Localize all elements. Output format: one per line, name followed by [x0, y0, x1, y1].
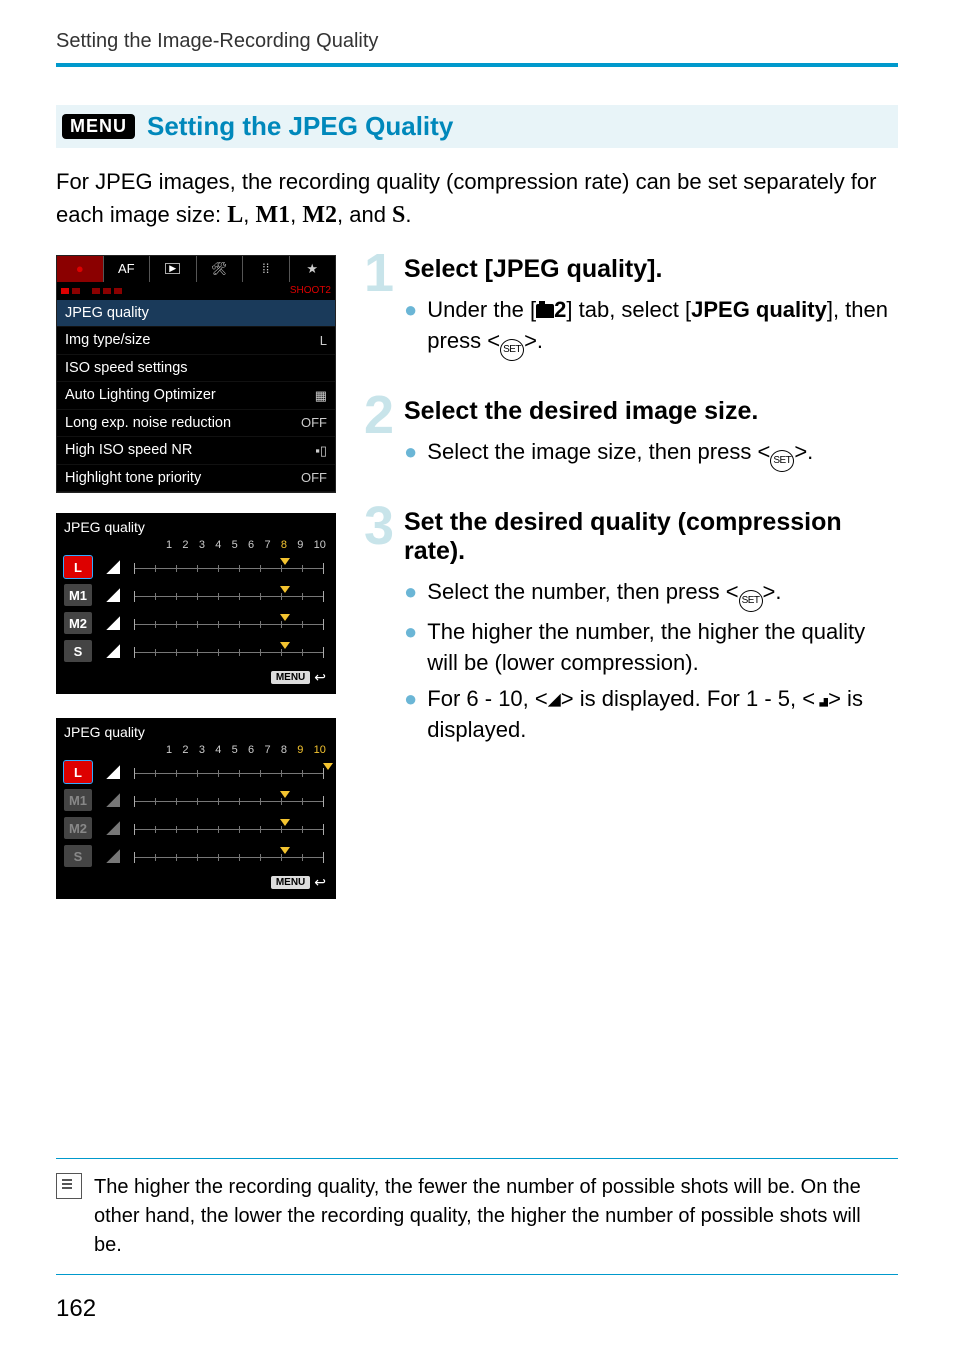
- jq-slider: [134, 560, 328, 574]
- page-header: Setting the Image-Recording Quality: [56, 30, 898, 53]
- size-M2: M2: [302, 202, 337, 228]
- step: 2 Select the desired image size. ●Select…: [364, 397, 898, 476]
- jq-slider: [134, 644, 328, 658]
- jq-title-2: JPEG quality: [56, 718, 336, 744]
- camera-tabs: ● AF ▶ 🛠 ⁞⁞ ★: [57, 256, 335, 282]
- jq-quality-row: M2: [56, 814, 336, 842]
- bullet-icon: ●: [404, 683, 417, 745]
- cam-menu-row: JPEG quality: [57, 300, 335, 328]
- step-item-text: The higher the number, the higher the qu…: [427, 616, 898, 678]
- intro-text: For JPEG images, the recording quality (…: [56, 166, 898, 233]
- jq-size-label: S: [64, 640, 92, 662]
- step-item-text: For 6 - 10, <> is displayed. For 1 - 5, …: [427, 683, 898, 745]
- cam-menu-row: Img type/sizeL: [57, 327, 335, 355]
- jq-slider: [134, 765, 328, 779]
- jq-scale-2: 12345678910: [56, 744, 336, 756]
- quality-icon: [106, 765, 120, 779]
- camera-menu-screenshot: ● AF ▶ 🛠 ⁞⁞ ★ SHOOT2 JPEG qualityImg typ…: [56, 255, 336, 494]
- tab-af: AF: [104, 256, 151, 282]
- step-item-text: Select the number, then press <SET>.: [427, 576, 898, 612]
- intro-pre: For JPEG images, the recording quality (…: [56, 169, 876, 227]
- step-list: ●Select the number, then press <SET>.●Th…: [404, 576, 898, 745]
- cam-menu-row: High ISO speed NR▪▯: [57, 437, 335, 465]
- quality-icon: [106, 821, 120, 835]
- jq-quality-row: M2: [56, 609, 336, 637]
- jq-size-label: M2: [64, 612, 92, 634]
- jq-slider: [134, 849, 328, 863]
- step: 1 Select [JPEG quality]. ●Under the [2] …: [364, 255, 898, 365]
- jpeg-quality-panel-2: JPEG quality 12345678910 L M1 M2: [56, 718, 336, 899]
- jq-menu-back-1: MENU ↩: [56, 665, 336, 688]
- cam-menu-row: Auto Lighting Optimizer▦: [57, 382, 335, 410]
- jq-quality-row: L: [56, 553, 336, 581]
- left-column: ● AF ▶ 🛠 ⁞⁞ ★ SHOOT2 JPEG qualityImg typ…: [56, 255, 336, 924]
- bullet-icon: ●: [404, 616, 417, 678]
- jq-slider: [134, 616, 328, 630]
- shoot2-label: SHOOT2: [290, 286, 331, 296]
- quality-icon: [106, 644, 120, 658]
- size-M1: M1: [255, 202, 290, 228]
- quality-icon: [106, 793, 120, 807]
- jq-quality-row: S: [56, 637, 336, 665]
- jq-title-1: JPEG quality: [56, 513, 336, 539]
- jq-slider: [134, 793, 328, 807]
- jq-quality-row: L: [56, 758, 336, 786]
- step-list: ● Select the image size, then press <SET>…: [404, 436, 898, 472]
- right-column: 1 Select [JPEG quality]. ●Under the [2] …: [364, 255, 898, 924]
- step-number: 2: [364, 391, 404, 470]
- step-item-text: Select the image size, then press <SET>.: [427, 436, 898, 472]
- back-arrow-icon: ↩: [314, 874, 326, 891]
- tab-custom: ⁞⁞: [243, 256, 290, 282]
- jq-quality-row: M1: [56, 581, 336, 609]
- bullet-icon: ●: [404, 436, 417, 472]
- jq-slider: [134, 821, 328, 835]
- tab-play: ▶: [150, 256, 197, 282]
- section-title-row: MENU Setting the JPEG Quality: [56, 105, 898, 148]
- cam-menu-row: Highlight tone priorityOFF: [57, 465, 335, 493]
- step-number: 3: [364, 502, 404, 743]
- step-title: Select the desired image size.: [404, 397, 898, 426]
- tab-camera: ●: [57, 256, 104, 282]
- header-divider: [56, 63, 898, 67]
- main-columns: ● AF ▶ 🛠 ⁞⁞ ★ SHOOT2 JPEG qualityImg typ…: [56, 255, 898, 924]
- jq-size-label: L: [64, 761, 92, 783]
- jq-size-label: S: [64, 845, 92, 867]
- bullet-icon: ●: [404, 576, 417, 612]
- note-box: The higher the recording quality, the fe…: [56, 1158, 898, 1275]
- note-icon: [56, 1173, 82, 1199]
- tab-star: ★: [290, 256, 336, 282]
- jq-quality-row: S: [56, 842, 336, 870]
- size-L: L: [227, 202, 243, 228]
- note-text: The higher the recording quality, the fe…: [94, 1173, 890, 1260]
- quality-icon: [106, 616, 120, 630]
- jq-size-label: M1: [64, 584, 92, 606]
- jq-scale-1: 12345678910: [56, 539, 336, 551]
- step: 3 Set the desired quality (compression r…: [364, 508, 898, 749]
- page-number: 162: [56, 1295, 96, 1323]
- back-arrow-icon: ↩: [314, 669, 326, 686]
- size-S: S: [392, 202, 405, 228]
- quality-icon: [106, 588, 120, 602]
- quality-icon: [106, 560, 120, 574]
- jq-slider: [134, 588, 328, 602]
- tab-wrench: 🛠: [197, 256, 244, 282]
- step-list: ●Under the [2] tab, select [JPEG quality…: [404, 294, 898, 361]
- jq-size-label: M1: [64, 789, 92, 811]
- step-title: Set the desired quality (compression rat…: [404, 508, 898, 566]
- jpeg-quality-panel-1: JPEG quality 12345678910 L M1 M2: [56, 513, 336, 694]
- menu-badge: MENU: [62, 114, 135, 139]
- cam-menu-row: ISO speed settings: [57, 355, 335, 383]
- section-title: Setting the JPEG Quality: [147, 111, 453, 142]
- jq-size-label: M2: [64, 817, 92, 839]
- jq-menu-back-2: MENU ↩: [56, 870, 336, 893]
- jq-quality-row: M1: [56, 786, 336, 814]
- jq-size-label: L: [64, 556, 92, 578]
- step-item-text: Under the [2] tab, select [JPEG quality]…: [427, 294, 898, 361]
- step-title: Select [JPEG quality].: [404, 255, 898, 284]
- camera-submenu: SHOOT2: [57, 282, 335, 300]
- step-number: 1: [364, 249, 404, 359]
- quality-icon: [106, 849, 120, 863]
- bullet-icon: ●: [404, 294, 417, 361]
- cam-menu-row: Long exp. noise reductionOFF: [57, 410, 335, 438]
